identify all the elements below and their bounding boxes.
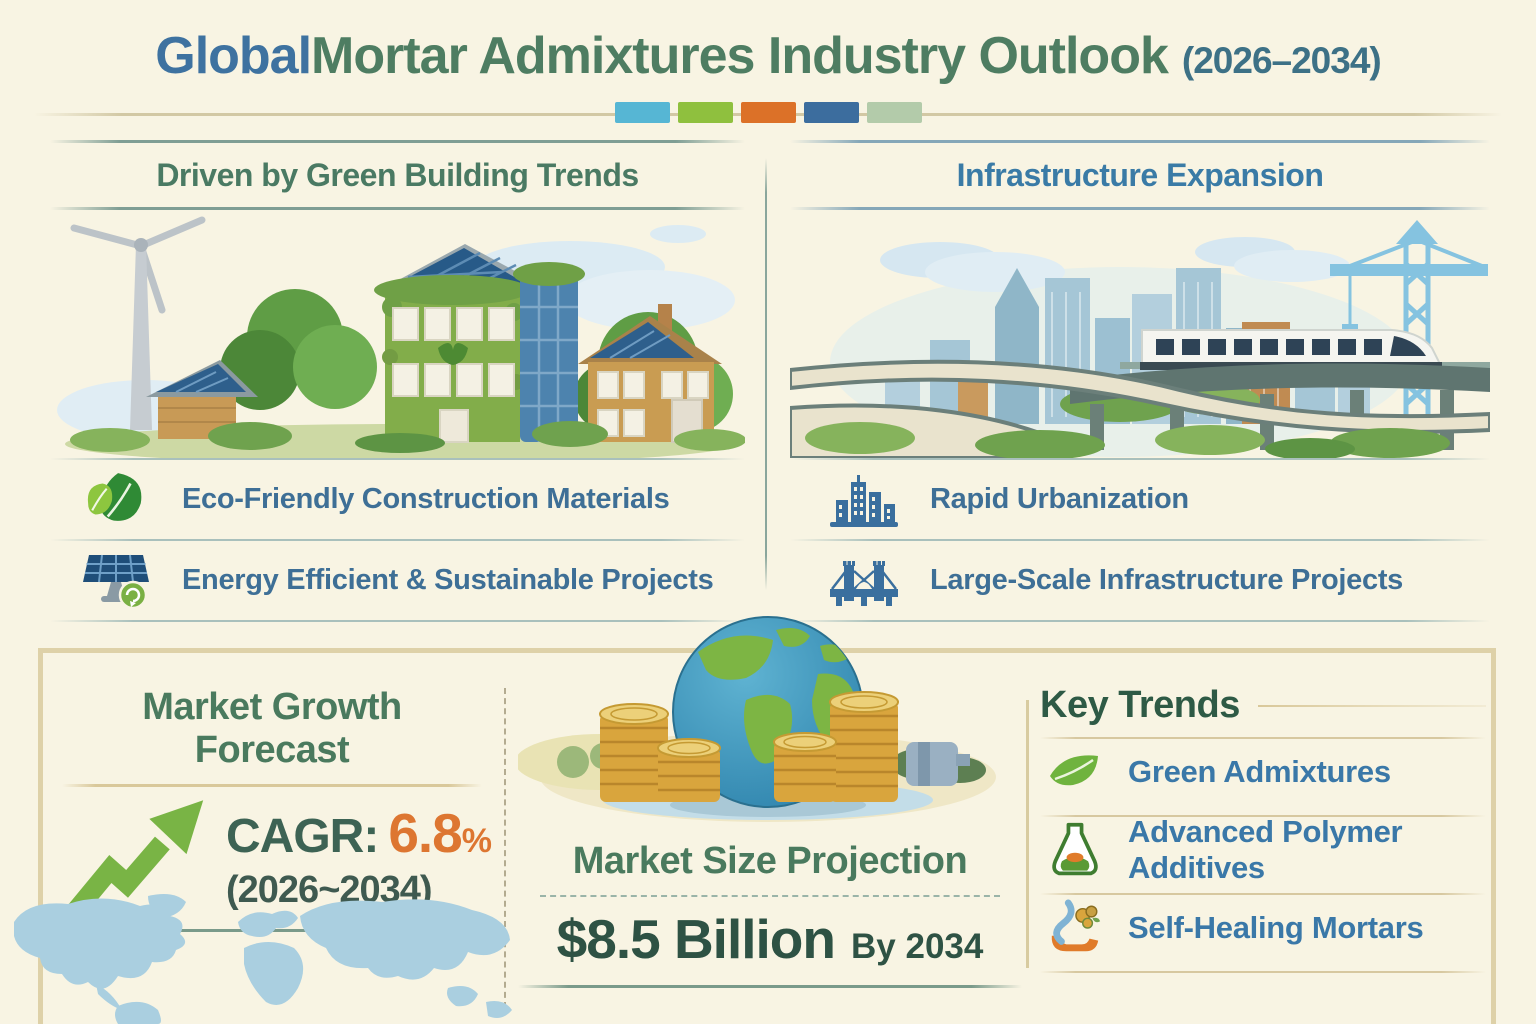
- forecast-divider: [504, 688, 506, 1008]
- infrastructure-illustration: [790, 220, 1490, 458]
- self-healing-icon: [1051, 899, 1101, 952]
- bullet-large-scale-infrastructure: Large-Scale Infrastructure Projects: [790, 541, 1490, 620]
- trend-green-admixtures: Green Admixtures: [1040, 739, 1486, 805]
- world-map: [14, 894, 512, 1024]
- infrastructure-panel-title: Infrastructure Expansion: [956, 157, 1324, 193]
- cagr-percent: %: [461, 821, 493, 860]
- title-rest: Mortar Admixtures Industry Outlook: [311, 27, 1169, 85]
- key-trends-head-rule: [1257, 704, 1486, 707]
- panel-divider: [765, 158, 767, 590]
- title-period: (2026–2034): [1181, 40, 1382, 81]
- cagr-label: CAGR:: [226, 809, 379, 863]
- panel-rule: [50, 140, 745, 143]
- key-trends-panel: Key Trends Green Admixtures Advanced Pol…: [1040, 668, 1486, 973]
- trend-label: Advanced Polymer Additives: [1128, 814, 1403, 885]
- bullet-eco-friendly: Eco-Friendly Construction Materials: [50, 460, 745, 539]
- accent-block: [866, 102, 922, 123]
- panel-rule: [50, 620, 745, 622]
- market-size-projection: Market Size Projection $8.5 Billion By 20…: [518, 612, 1022, 988]
- market-growth-forecast: Market Growth Forecast CAGR: 6.8% (2026~2…: [62, 668, 492, 932]
- bullet-energy-efficient: Energy Efficient & Sustainable Projects: [50, 541, 745, 620]
- green-building-panel: Driven by Green Building Trends: [50, 140, 745, 622]
- accent-block: [677, 102, 733, 123]
- flask-icon: [1052, 822, 1098, 876]
- panel-rule: [790, 140, 1490, 143]
- infrastructure-panel: Infrastructure Expansion: [790, 140, 1490, 622]
- panel-rule: [790, 458, 1490, 460]
- green-building-panel-title: Driven by Green Building Trends: [156, 157, 639, 193]
- trend-divider: [1040, 815, 1486, 817]
- leaf-icon: [1050, 755, 1098, 786]
- key-trends-title: Key Trends: [1040, 684, 1240, 726]
- trend-self-healing: Self-Healing Mortars: [1040, 895, 1486, 961]
- market-size-rule: [518, 985, 1022, 988]
- title-highlight: Global: [155, 27, 312, 85]
- panel-rule: [790, 620, 1490, 622]
- accent-block: [614, 102, 670, 123]
- forecast-rule: [62, 784, 482, 787]
- key-trends-accent-bar: [1026, 700, 1029, 968]
- bullet-label: Energy Efficient & Sustainable Projects: [182, 564, 714, 596]
- city-icon: [830, 474, 898, 527]
- market-size-rule: [540, 895, 1000, 897]
- panel-rule: [50, 458, 745, 460]
- leaf-pair-icon: [87, 472, 142, 521]
- trend-label: Self-Healing Mortars: [1128, 910, 1424, 945]
- trend-divider: [1040, 893, 1486, 895]
- market-size-title: Market Size Projection: [572, 840, 968, 882]
- globe-coins-illustration: [518, 616, 996, 822]
- market-size-by: By 2034: [851, 927, 984, 966]
- accent-block: [740, 102, 796, 123]
- accent-block: [803, 102, 859, 123]
- market-size-value: $8.5 Billion: [556, 908, 836, 970]
- trend-label: Green Admixtures: [1128, 754, 1391, 789]
- header-accent-blocks: [0, 102, 1536, 123]
- page-title: Global Mortar Admixtures Industry Outloo…: [0, 26, 1536, 86]
- green-building-illustration: [57, 216, 745, 458]
- forecast-title: Market Growth Forecast: [142, 686, 402, 771]
- bullet-label: Eco-Friendly Construction Materials: [182, 483, 670, 515]
- bullet-label: Large-Scale Infrastructure Projects: [930, 564, 1404, 596]
- bullet-rapid-urbanization: Rapid Urbanization: [790, 460, 1490, 539]
- panel-rule: [790, 207, 1490, 210]
- solar-panel-icon: [83, 554, 149, 609]
- trend-advanced-polymer: Advanced Polymer Additives: [1040, 814, 1486, 885]
- bullet-divider: [790, 539, 1490, 541]
- bridge-icon: [830, 560, 898, 606]
- trend-divider: [1040, 971, 1486, 973]
- cagr-value: 6.8: [388, 801, 462, 864]
- trend-divider: [1040, 737, 1486, 739]
- growth-arrow-icon: [67, 800, 204, 918]
- bullet-label: Rapid Urbanization: [930, 483, 1189, 515]
- bullet-divider: [50, 539, 745, 541]
- panel-rule: [50, 207, 745, 210]
